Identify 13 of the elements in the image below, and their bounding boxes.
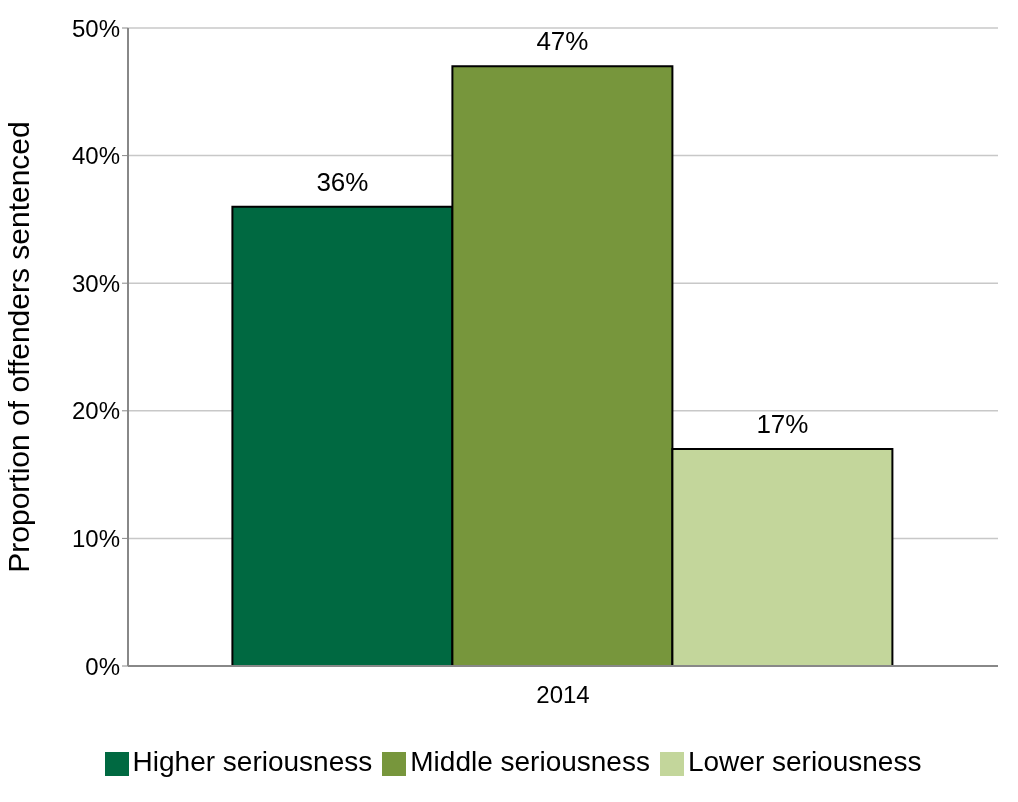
data-label: 47% (536, 26, 589, 57)
legend-label: Lower seriousness (687, 746, 922, 777)
y-tick-label: 0% (85, 652, 120, 680)
y-tick-label: 10% (71, 524, 120, 552)
legend-label: Middle seriousness (410, 746, 650, 777)
y-tick-label: 50% (71, 14, 120, 42)
y-tick-label: 20% (71, 397, 120, 425)
y-tick-label: 40% (71, 142, 120, 170)
legend-label: Higher seriousness (132, 746, 373, 777)
data-label: 17% (756, 409, 809, 440)
data-label: 36% (316, 166, 369, 197)
x-tick-label: 2014 (536, 681, 590, 709)
y-tick-label: 30% (71, 269, 120, 297)
